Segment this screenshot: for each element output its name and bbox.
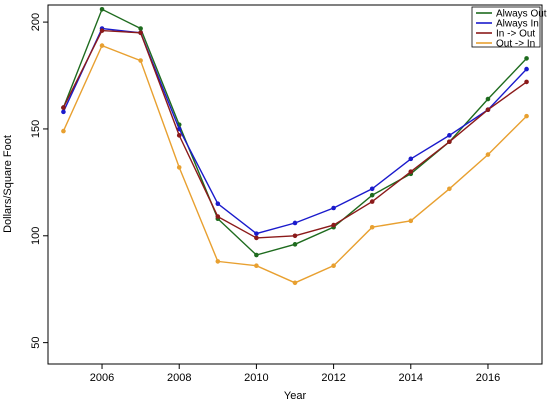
data-point	[292, 242, 298, 247]
data-point	[138, 58, 143, 63]
data-point	[99, 28, 105, 33]
data-point	[485, 107, 491, 113]
series-in-out	[61, 28, 529, 241]
x-tick-label: 2006	[90, 372, 114, 384]
data-point	[369, 192, 375, 198]
data-point	[447, 139, 452, 145]
x-tick-label: 2012	[321, 372, 345, 384]
data-point	[99, 43, 105, 48]
x-tick-label: 2016	[476, 372, 500, 384]
data-point	[524, 66, 529, 72]
data-point	[292, 233, 298, 239]
x-axis-title: Year	[284, 390, 307, 402]
data-point	[61, 109, 66, 115]
data-point	[447, 133, 452, 138]
x-axis: 2006 2008 2010 2012 2014 2016	[90, 364, 500, 384]
x-tick-label: 2010	[244, 372, 268, 384]
data-point	[254, 235, 259, 241]
y-axis: 50 100 150 200	[30, 13, 48, 349]
y-tick-label: 150	[30, 120, 42, 138]
data-point	[215, 201, 221, 207]
data-point	[215, 214, 221, 219]
data-point	[408, 169, 414, 174]
legend-label: Out -> In	[496, 39, 535, 50]
x-tick-label: 2008	[167, 372, 191, 384]
series-layer	[61, 6, 529, 286]
data-point	[485, 152, 491, 157]
data-point	[524, 79, 529, 85]
series-line	[62, 27, 528, 235]
data-point	[254, 252, 259, 258]
data-point	[138, 30, 143, 36]
series-out-in	[61, 43, 529, 286]
data-point	[254, 263, 259, 269]
data-point	[524, 56, 529, 61]
data-point	[215, 259, 221, 264]
series-always-out	[61, 6, 529, 258]
series-line	[62, 44, 528, 284]
data-point	[524, 113, 529, 119]
data-point	[447, 186, 452, 192]
data-point	[369, 199, 375, 204]
legend-label: In -> Out	[496, 29, 535, 40]
data-point	[292, 280, 298, 286]
data-point	[408, 218, 414, 224]
series-line	[62, 8, 528, 256]
data-point	[408, 156, 414, 162]
data-point	[138, 26, 143, 31]
data-point	[331, 263, 336, 269]
legend-label: Always In	[496, 19, 539, 30]
y-tick-label: 100	[30, 227, 42, 245]
data-point	[99, 6, 105, 12]
data-point	[485, 96, 491, 102]
y-axis-title: Dollars/Square Foot	[2, 135, 14, 233]
data-point	[331, 222, 336, 228]
x-tick-label: 2014	[399, 372, 423, 384]
data-point	[292, 220, 298, 226]
data-point	[369, 224, 375, 230]
data-point	[61, 105, 66, 110]
data-point	[369, 186, 375, 192]
y-tick-label: 200	[30, 13, 42, 31]
y-tick-label: 50	[30, 337, 42, 349]
data-point	[331, 205, 336, 211]
data-point	[176, 165, 182, 170]
data-point	[176, 126, 182, 132]
data-point	[61, 128, 66, 134]
legend-label: Always Out	[496, 9, 547, 20]
data-point	[176, 133, 182, 138]
data-point	[254, 231, 259, 236]
plot-frame	[47, 4, 543, 365]
